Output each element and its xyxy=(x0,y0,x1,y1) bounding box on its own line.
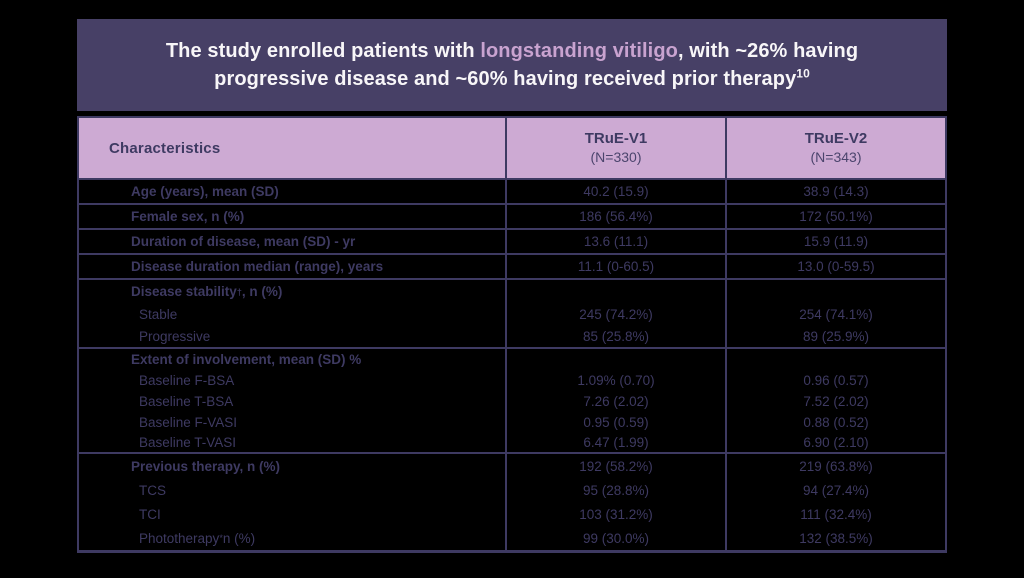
value-true-v2: 254 (74.1%) xyxy=(725,303,945,326)
value-true-v1: 103 (31.2%) xyxy=(505,502,725,526)
row-label: Age (years), mean (SD) xyxy=(131,184,279,199)
title-text-segment-2: , with ~26% having xyxy=(677,40,859,62)
row-label: Phototherapy * n (%) xyxy=(139,530,256,546)
header-true-v1-n: (N=330) xyxy=(590,149,642,165)
value-true-v2: 89 (25.9%) xyxy=(725,326,945,347)
table-row-previous-therapy: Previous therapy, n (%) 192 (58.2%) 219 … xyxy=(79,454,945,478)
value-true-v2: 111 (32.4%) xyxy=(725,502,945,526)
row-label: Stable xyxy=(139,307,178,322)
table-row-stable: Stable 245 (74.2%) 254 (74.1%) xyxy=(79,303,945,326)
title-line-2: progressive disease and ~60% having rece… xyxy=(77,65,947,93)
value-true-v2: 6.90 (2.10) xyxy=(725,433,945,452)
row-label: TCI xyxy=(139,506,161,522)
value-true-v1: 192 (58.2%) xyxy=(505,454,725,478)
value-true-v1 xyxy=(505,280,725,303)
table-row-baseline-f-vasi: Baseline F-VASI 0.95 (0.59) 0.88 (0.52) xyxy=(79,412,945,433)
row-label: Duration of disease, mean (SD) - yr xyxy=(131,234,356,249)
table-row-baseline-t-vasi: Baseline T-VASI 6.47 (1.99) 6.90 (2.10) xyxy=(79,433,945,454)
row-label: Progressive xyxy=(139,329,211,344)
title-line-1: The study enrolled patients with longsta… xyxy=(77,37,947,65)
value-true-v2: 94 (27.4%) xyxy=(725,478,945,502)
header-true-v1-name: TRuE-V1 xyxy=(584,130,648,147)
header-true-v1: TRuE-V1 (N=330) xyxy=(505,118,725,178)
value-true-v2 xyxy=(725,280,945,303)
value-true-v1 xyxy=(505,349,725,370)
table-row-female-sex: Female sex, n (%) 186 (56.4%) 172 (50.1%… xyxy=(79,205,945,230)
row-label: Disease stability †, n (%) xyxy=(131,284,283,299)
title-reference-superscript: 10 xyxy=(796,66,810,81)
table-row-baseline-t-bsa: Baseline T-BSA 7.26 (2.02) 7.52 (2.02) xyxy=(79,391,945,412)
row-label: Baseline F-VASI xyxy=(139,415,238,430)
table-row-progressive: Progressive 85 (25.8%) 89 (25.9%) xyxy=(79,326,945,349)
value-true-v2: 7.52 (2.02) xyxy=(725,391,945,412)
slide: The study enrolled patients with longsta… xyxy=(77,19,947,553)
value-true-v2: 0.96 (0.57) xyxy=(725,370,945,391)
value-true-v2: 219 (63.8%) xyxy=(725,454,945,478)
value-true-v2 xyxy=(725,349,945,370)
title-banner: The study enrolled patients with longsta… xyxy=(77,19,947,111)
value-true-v2: 15.9 (11.9) xyxy=(725,230,945,253)
table-row-phototherapy: Phototherapy * n (%) 99 (30.0%) 132 (38.5… xyxy=(79,526,945,550)
header-true-v2: TRuE-V2 (N=343) xyxy=(725,118,945,178)
row-label: Baseline T-BSA xyxy=(139,394,234,409)
table-header-row: Characteristics TRuE-V1 (N=330) TRuE-V2 … xyxy=(79,118,945,180)
title-text-segment-1: The study enrolled patients with xyxy=(165,40,481,62)
value-true-v1: 13.6 (11.1) xyxy=(505,230,725,253)
row-label: Disease duration median (range), years xyxy=(131,259,384,274)
row-label: Extent of involvement, mean (SD) % xyxy=(131,352,362,367)
table-row-tci: TCI 103 (31.2%) 111 (32.4%) xyxy=(79,502,945,526)
characteristics-table: Characteristics TRuE-V1 (N=330) TRuE-V2 … xyxy=(77,116,947,553)
row-label: Baseline F-BSA xyxy=(139,373,235,388)
table-row-tcs: TCS 95 (28.8%) 94 (27.4%) xyxy=(79,478,945,502)
header-true-v2-n: (N=343) xyxy=(810,149,862,165)
row-label: Previous therapy, n (%) xyxy=(131,458,281,474)
value-true-v1: 1.09% (0.70) xyxy=(505,370,725,391)
value-true-v1: 7.26 (2.02) xyxy=(505,391,725,412)
value-true-v2: 13.0 (0-59.5) xyxy=(725,255,945,278)
value-true-v1: 11.1 (0-60.5) xyxy=(505,255,725,278)
title-highlight-text: longstanding vitiligo xyxy=(480,40,678,62)
header-true-v2-name: TRuE-V2 xyxy=(804,130,868,147)
value-true-v1: 85 (25.8%) xyxy=(505,326,725,347)
value-true-v2: 132 (38.5%) xyxy=(725,526,945,550)
table-row-extent-header: Extent of involvement, mean (SD) % xyxy=(79,349,945,370)
table-row-age: Age (years), mean (SD) 40.2 (15.9) 38.9 … xyxy=(79,180,945,205)
value-true-v2: 38.9 (14.3) xyxy=(725,180,945,203)
value-true-v1: 6.47 (1.99) xyxy=(505,433,725,452)
header-characteristics: Characteristics xyxy=(109,139,221,157)
value-true-v2: 0.88 (0.52) xyxy=(725,412,945,433)
value-true-v2: 172 (50.1%) xyxy=(725,205,945,228)
table-row-disease-stability-header: Disease stability †, n (%) xyxy=(79,280,945,303)
title-text-line-2: progressive disease and ~60% having rece… xyxy=(214,68,797,90)
row-label: Female sex, n (%) xyxy=(131,209,245,224)
table-row-disease-duration-median: Disease duration median (range), years 1… xyxy=(79,255,945,280)
row-label: TCS xyxy=(139,482,166,498)
table-row-baseline-f-bsa: Baseline F-BSA 1.09% (0.70) 0.96 (0.57) xyxy=(79,370,945,391)
value-true-v1: 99 (30.0%) xyxy=(505,526,725,550)
table-row-duration-of-disease: Duration of disease, mean (SD) - yr 13.6… xyxy=(79,230,945,255)
value-true-v1: 245 (74.2%) xyxy=(505,303,725,326)
value-true-v1: 95 (28.8%) xyxy=(505,478,725,502)
value-true-v1: 40.2 (15.9) xyxy=(505,180,725,203)
value-true-v1: 186 (56.4%) xyxy=(505,205,725,228)
row-label: Baseline T-VASI xyxy=(139,435,237,450)
value-true-v1: 0.95 (0.59) xyxy=(505,412,725,433)
